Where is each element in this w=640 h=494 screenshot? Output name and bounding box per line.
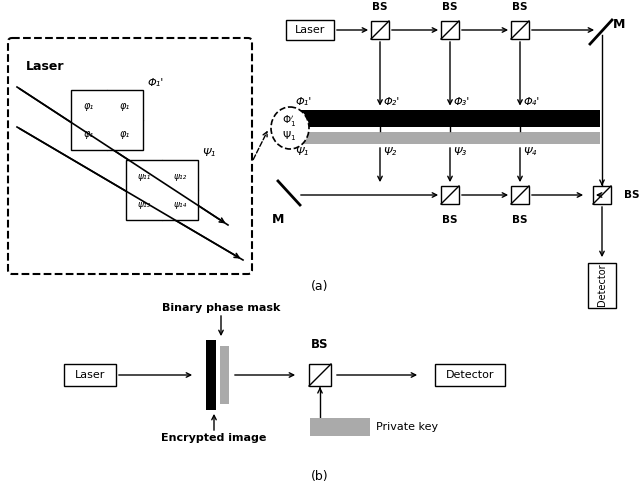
Bar [450, 132, 520, 144]
Text: Φ₄': Φ₄' [523, 96, 540, 107]
Bar [371, 21, 389, 39]
Bar [310, 418, 370, 436]
Text: BS: BS [624, 190, 639, 200]
Bar [64, 364, 116, 386]
Text: BS: BS [311, 338, 329, 351]
Text: M: M [613, 18, 625, 31]
Text: Ψ₃: Ψ₃ [453, 147, 467, 157]
Bar [520, 132, 600, 144]
Bar [380, 132, 450, 144]
Bar [441, 186, 459, 204]
Text: Ψ₁: Ψ₁ [202, 148, 215, 158]
Text: Φ₁': Φ₁' [295, 96, 311, 107]
Text: BS: BS [372, 2, 388, 12]
Text: φ₁: φ₁ [120, 101, 130, 111]
Bar [126, 160, 198, 220]
Bar [380, 110, 450, 126]
Text: ψ₁₃: ψ₁₃ [138, 200, 150, 208]
Bar [511, 21, 529, 39]
Bar [511, 186, 529, 204]
Text: Laser: Laser [26, 60, 65, 73]
Text: Laser: Laser [75, 370, 105, 380]
Text: Encrypted image: Encrypted image [161, 433, 267, 443]
Text: ψ₁₁: ψ₁₁ [138, 171, 150, 180]
Text: Laser: Laser [295, 25, 325, 35]
Bar [286, 20, 334, 40]
Text: $\Phi_1'$: $\Phi_1'$ [282, 113, 296, 129]
Bar [450, 110, 520, 126]
Text: (a): (a) [311, 280, 329, 293]
Bar [309, 364, 331, 386]
Bar [435, 364, 505, 386]
Text: Detector: Detector [445, 370, 494, 380]
Text: BS: BS [442, 215, 458, 225]
Bar [206, 340, 216, 410]
Bar [290, 110, 380, 126]
Text: (b): (b) [311, 470, 329, 483]
Text: φ₁: φ₁ [84, 101, 94, 111]
Bar [220, 346, 229, 404]
Text: Ψ₂: Ψ₂ [383, 147, 396, 157]
Bar [71, 90, 143, 150]
Bar [441, 21, 459, 39]
Text: BS: BS [442, 2, 458, 12]
Text: φ₁: φ₁ [120, 129, 130, 139]
FancyBboxPatch shape [8, 38, 252, 274]
Text: Ψ₁: Ψ₁ [295, 147, 308, 157]
Bar [520, 110, 600, 126]
Ellipse shape [271, 107, 309, 149]
Bar [588, 262, 616, 307]
Text: Private key: Private key [376, 422, 438, 432]
Text: Φ₂': Φ₂' [383, 96, 399, 107]
Text: Φ₃': Φ₃' [453, 96, 469, 107]
Text: M: M [272, 213, 284, 226]
Text: Ψ₄: Ψ₄ [523, 147, 536, 157]
Text: $\Psi_1$: $\Psi_1$ [282, 129, 296, 143]
Text: Binary phase mask: Binary phase mask [162, 303, 280, 313]
Text: BS: BS [512, 2, 528, 12]
Bar [290, 132, 380, 144]
Text: ψ₁₄: ψ₁₄ [173, 200, 187, 208]
Text: Detector: Detector [597, 264, 607, 306]
Bar [593, 186, 611, 204]
Text: Φ₁': Φ₁' [147, 78, 163, 88]
Text: ψ₁₂: ψ₁₂ [173, 171, 187, 180]
Text: BS: BS [512, 215, 528, 225]
Text: φ₁: φ₁ [84, 129, 94, 139]
